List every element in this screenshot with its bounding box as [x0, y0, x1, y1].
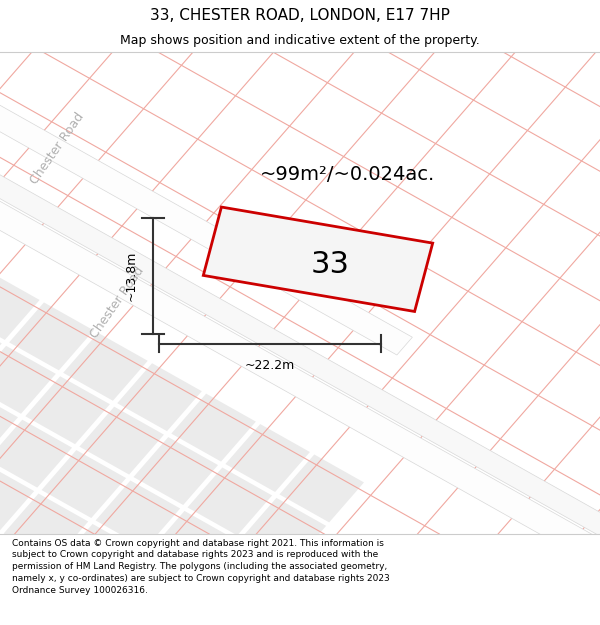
Polygon shape: [149, 511, 234, 579]
Polygon shape: [25, 376, 110, 444]
Text: Chester Road: Chester Road: [28, 110, 86, 187]
Text: Map shows position and indicative extent of the property.: Map shows position and indicative extent…: [120, 34, 480, 47]
Polygon shape: [41, 450, 126, 518]
Polygon shape: [188, 468, 272, 536]
Polygon shape: [63, 333, 148, 401]
Polygon shape: [0, 346, 56, 414]
Polygon shape: [242, 498, 326, 566]
Text: 33, CHESTER ROAD, LONDON, E17 7HP: 33, CHESTER ROAD, LONDON, E17 7HP: [150, 8, 450, 23]
Polygon shape: [9, 302, 94, 371]
Polygon shape: [0, 419, 72, 488]
Polygon shape: [133, 437, 218, 505]
Polygon shape: [280, 454, 364, 522]
Text: ~13.8m: ~13.8m: [125, 251, 138, 301]
Text: 33: 33: [311, 249, 349, 279]
Polygon shape: [95, 481, 180, 548]
Polygon shape: [58, 524, 142, 592]
Polygon shape: [204, 541, 288, 609]
Polygon shape: [4, 494, 88, 561]
Polygon shape: [226, 424, 310, 492]
Polygon shape: [0, 463, 34, 531]
Polygon shape: [203, 207, 433, 311]
Text: Contains OS data © Crown copyright and database right 2021. This information is
: Contains OS data © Crown copyright and d…: [12, 539, 390, 595]
Text: Chester Road: Chester Road: [88, 264, 146, 341]
Polygon shape: [0, 537, 50, 605]
Polygon shape: [0, 0, 412, 355]
Polygon shape: [0, 272, 40, 340]
Polygon shape: [117, 363, 202, 431]
Polygon shape: [79, 407, 164, 474]
Text: ~22.2m: ~22.2m: [245, 359, 295, 372]
Text: ~99m²/~0.024ac.: ~99m²/~0.024ac.: [260, 166, 436, 184]
Polygon shape: [172, 394, 256, 462]
Polygon shape: [0, 389, 18, 458]
Polygon shape: [0, 316, 2, 383]
